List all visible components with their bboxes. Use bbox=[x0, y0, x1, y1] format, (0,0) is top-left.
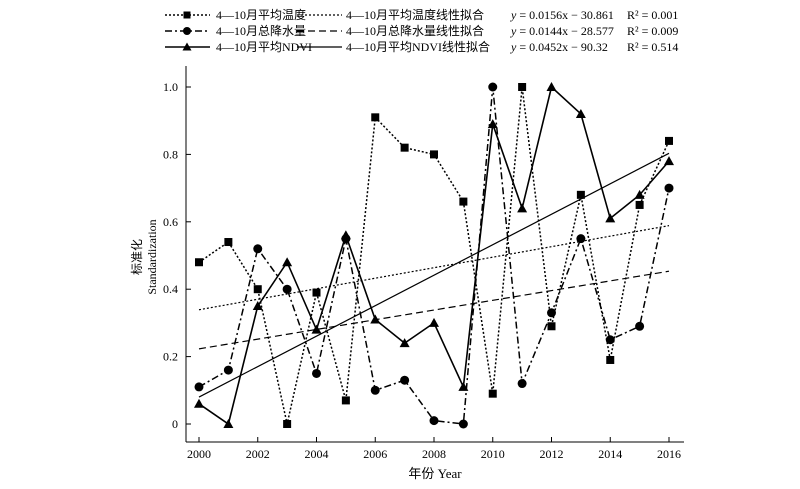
data-point bbox=[429, 416, 439, 426]
legend-fit-label: 4—10月平均温度线性拟合 bbox=[346, 7, 484, 22]
fit-equation: y = 0.0156x − 30.861 bbox=[510, 8, 614, 22]
x-tick-label: 2012 bbox=[540, 447, 564, 461]
x-tick-label: 2010 bbox=[481, 447, 505, 461]
data-point bbox=[371, 113, 380, 122]
data-point bbox=[517, 379, 527, 389]
legend-series-marker bbox=[182, 42, 192, 51]
y-tick-label: 0 bbox=[172, 417, 178, 431]
data-point bbox=[340, 230, 351, 240]
y-tick-label: 0.2 bbox=[163, 350, 178, 364]
data-point bbox=[224, 238, 233, 247]
data-point bbox=[459, 197, 468, 206]
y-tick-label: 0.4 bbox=[163, 282, 178, 296]
data-point bbox=[547, 322, 556, 331]
data-point bbox=[194, 382, 204, 392]
data-point bbox=[576, 234, 586, 244]
data-point bbox=[429, 317, 439, 327]
series-lines bbox=[198, 85, 670, 426]
data-point bbox=[311, 324, 322, 334]
data-point bbox=[547, 308, 556, 318]
data-point bbox=[488, 82, 498, 92]
fit-equation: y = 0.0144x − 28.577 bbox=[510, 24, 614, 38]
fit-r-squared: R² = 0.001 bbox=[627, 8, 678, 22]
legend-fit-label: 4—10月平均NDVI线性拟合 bbox=[346, 39, 490, 54]
y-axis-label-cn: 标准化 bbox=[130, 239, 144, 275]
data-point bbox=[517, 203, 528, 213]
data-point bbox=[430, 150, 438, 159]
markers bbox=[194, 82, 674, 429]
data-point bbox=[399, 338, 410, 348]
y-tick-label: 0.6 bbox=[163, 215, 178, 229]
series-line bbox=[198, 85, 670, 426]
data-point bbox=[253, 244, 263, 254]
data-point bbox=[370, 314, 381, 324]
legend-fit-label: 4—10月总降水量线性拟合 bbox=[346, 23, 484, 38]
axes: 2000 2002 2004 2006 2008 2010 2012 2014 2016 0 0.2… bbox=[163, 66, 684, 461]
data-point bbox=[546, 82, 557, 91]
x-tick-label: 2016 bbox=[657, 447, 681, 461]
legend-series-label: 4—10月平均NDVI bbox=[216, 40, 312, 54]
data-point bbox=[605, 213, 616, 223]
data-point bbox=[576, 190, 585, 199]
series-line bbox=[198, 86, 670, 425]
data-point bbox=[575, 108, 586, 118]
data-point bbox=[283, 420, 292, 428]
data-point bbox=[605, 335, 615, 345]
legend: 4—10月平均温度 4—10月总降水量 4—10月平均NDVI 4—10月平均温度线性… bbox=[165, 7, 678, 54]
data-point bbox=[458, 381, 469, 391]
data-point bbox=[223, 365, 233, 375]
x-axis-label: 年份 Year bbox=[408, 466, 462, 481]
data-point bbox=[223, 419, 234, 428]
data-point bbox=[312, 368, 321, 378]
fit-r-squared: R² = 0.009 bbox=[627, 24, 678, 38]
y-tick-label: 1.0 bbox=[163, 80, 178, 94]
x-tick-label: 2002 bbox=[246, 447, 270, 461]
x-tick-label: 2004 bbox=[305, 447, 329, 461]
data-point bbox=[635, 321, 645, 331]
data-point bbox=[370, 385, 380, 395]
data-point bbox=[664, 183, 674, 193]
data-point bbox=[195, 258, 203, 267]
fit-lines bbox=[198, 152, 670, 398]
data-point bbox=[634, 189, 645, 199]
x-tick-label: 2000 bbox=[187, 447, 211, 461]
legend-series-marker bbox=[183, 27, 191, 35]
x-tick-label: 2014 bbox=[598, 447, 622, 461]
data-point bbox=[194, 398, 204, 408]
data-point bbox=[635, 200, 644, 209]
x-tick-label: 2006 bbox=[363, 447, 387, 461]
data-point bbox=[312, 288, 321, 297]
x-tick-label: 2008 bbox=[422, 447, 446, 461]
data-point bbox=[664, 156, 674, 166]
data-point bbox=[253, 285, 262, 294]
fit-equation: y = 0.0452x − 90.32 bbox=[510, 40, 608, 54]
fit-r-squared: R² = 0.514 bbox=[627, 40, 678, 54]
data-point bbox=[400, 143, 409, 152]
data-point bbox=[606, 355, 615, 364]
data-point bbox=[341, 396, 350, 405]
data-point bbox=[518, 83, 527, 91]
legend-series-label: 4—10月平均温度 bbox=[216, 7, 306, 22]
y-tick-label: 0.8 bbox=[163, 147, 178, 161]
data-point bbox=[487, 119, 498, 129]
data-point bbox=[665, 136, 673, 145]
data-point bbox=[282, 257, 293, 267]
legend-series-label: 4—10月总降水量 bbox=[216, 24, 306, 38]
data-point bbox=[400, 375, 410, 385]
y-axis-label-en: Standardization bbox=[145, 219, 159, 294]
series-line bbox=[198, 86, 670, 425]
fit-line bbox=[198, 152, 670, 398]
data-point bbox=[282, 284, 292, 294]
data-point bbox=[488, 389, 497, 398]
data-point bbox=[252, 301, 263, 311]
fit-line bbox=[198, 225, 670, 311]
fit-line bbox=[198, 270, 670, 350]
legend-series-marker bbox=[183, 11, 191, 19]
data-point bbox=[458, 419, 468, 429]
